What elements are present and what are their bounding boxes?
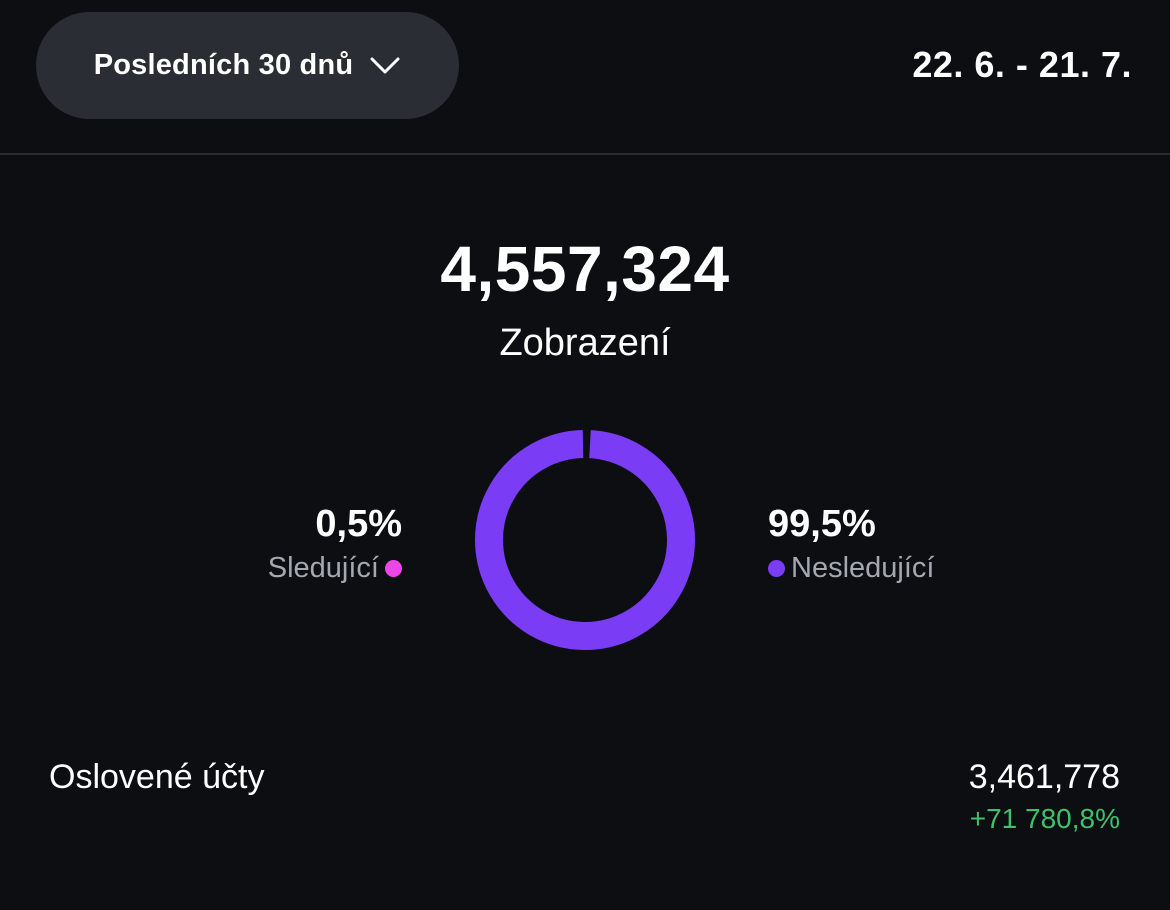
followers-legend-dot [385,559,402,577]
reached-accounts-label: Oslovené účty [49,758,265,796]
views-donut-chart [475,430,695,650]
range-selector-button[interactable]: Posledních 30 dnů [36,12,459,119]
reached-accounts-change: +71 780,8% [969,803,1120,834]
non-followers-legend-dot [768,559,785,577]
range-selector-label: Posledních 30 dnů [93,49,354,81]
non-followers-slice [475,430,695,650]
followers-label: Sledující [267,552,379,584]
header-divider [0,153,1170,155]
chevron-down-icon [370,57,400,73]
followers-percent: 0,5% [315,503,402,545]
total-views-label: Zobrazení [499,322,671,364]
non-followers-percent: 99,5% [768,503,876,545]
non-followers-stat: 99,5% Nesledující [768,500,934,586]
date-range: 22. 6. - 21. 7. [912,44,1132,85]
total-views-value: 4,557,324 [440,233,730,305]
non-followers-label: Nesledující [791,552,935,584]
followers-stat: 0,5% Sledující [268,500,402,586]
reached-accounts-value: 3,461,778 [968,758,1120,796]
